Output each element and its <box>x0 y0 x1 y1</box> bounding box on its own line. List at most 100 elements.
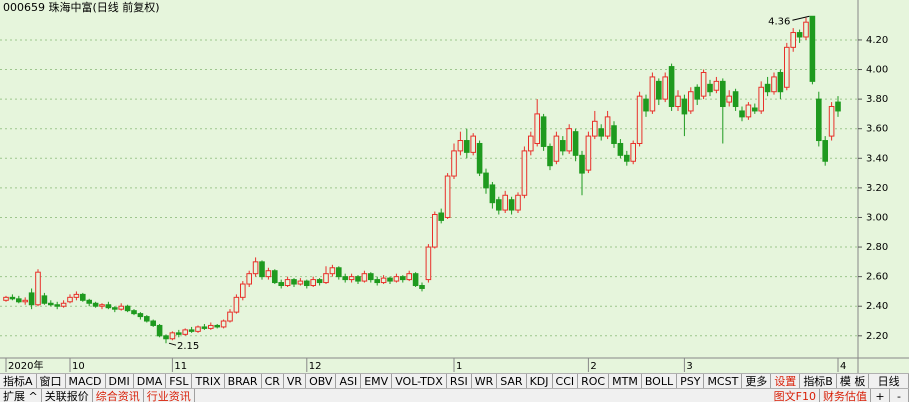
candle-body <box>579 154 585 174</box>
tab[interactable]: 模 板 <box>837 374 870 388</box>
y-tick-label: 3.00 <box>866 212 888 223</box>
candle-body <box>451 150 457 177</box>
candle-body <box>112 307 118 310</box>
candle-body <box>438 212 444 221</box>
tab[interactable]: BRAR <box>225 374 262 388</box>
candle-body <box>316 279 323 284</box>
candle-body <box>406 273 412 281</box>
tab[interactable]: CCI <box>553 374 579 388</box>
zoom-out[interactable]: - <box>890 389 909 403</box>
x-tick-label: 4 <box>840 361 846 372</box>
tab[interactable]: RSI <box>447 374 472 388</box>
zoom-in[interactable]: + <box>871 389 890 403</box>
tab[interactable]: PSY <box>677 374 705 388</box>
candle-body <box>464 140 470 153</box>
candle-body <box>387 277 393 282</box>
candle-body <box>771 76 777 93</box>
x-tick-label: 2 <box>590 361 596 372</box>
x-tick-label: 2020年 <box>8 359 43 372</box>
candle-body <box>732 91 739 108</box>
candle-body <box>598 128 605 137</box>
y-tick-label: 2.20 <box>866 331 888 342</box>
tab[interactable]: 财务估值 <box>820 389 871 403</box>
candle-body <box>432 214 438 248</box>
tab[interactable]: 关联报价 <box>42 389 93 403</box>
tab[interactable]: SAR <box>497 374 527 388</box>
candle-body <box>291 279 297 285</box>
candle-body <box>726 95 733 103</box>
candle-body <box>681 98 688 115</box>
candle-body <box>457 140 464 152</box>
y-tick-label: 3.20 <box>866 183 888 194</box>
candle-body <box>105 304 112 309</box>
candle-body <box>393 276 400 282</box>
y-tick-label: 4.00 <box>866 65 888 76</box>
candle-body <box>828 106 835 137</box>
tab[interactable]: ROC <box>578 374 610 388</box>
tab[interactable]: KDJ <box>527 374 553 388</box>
candle-body <box>150 320 156 326</box>
tab[interactable]: 指标A <box>0 374 37 388</box>
tab[interactable]: VR <box>284 374 307 388</box>
candle-body <box>252 261 259 275</box>
tab[interactable]: DMI <box>106 374 134 388</box>
candle-body <box>80 293 86 301</box>
candle-body <box>400 276 406 281</box>
candle-body <box>163 335 169 340</box>
indicator-toolbar: 指标A 窗口 MACD DMI DMA FSL TRIX BRAR CR VR … <box>0 373 909 388</box>
tab[interactable]: FSL <box>166 374 193 388</box>
candle-body <box>707 83 713 93</box>
tab[interactable]: 更多 <box>742 374 772 388</box>
candle-body <box>48 302 54 306</box>
candle-body <box>412 273 419 287</box>
tab[interactable]: MTM <box>609 374 642 388</box>
candle-body <box>259 261 265 278</box>
tab[interactable]: 行业资讯 <box>144 389 195 403</box>
candle-body <box>521 150 528 196</box>
candle-body <box>528 135 534 152</box>
tab[interactable]: OBV <box>306 374 337 388</box>
candle-body <box>835 101 841 112</box>
candle-body <box>476 142 483 174</box>
tab[interactable]: DMA <box>134 374 167 388</box>
tab[interactable]: ASI <box>336 374 362 388</box>
candle-body <box>572 131 579 156</box>
x-tick-label: 3 <box>686 361 692 372</box>
candle-body <box>60 302 67 307</box>
candle-body <box>201 326 208 329</box>
tab[interactable]: EMV <box>361 374 393 388</box>
tab[interactable]: 指标B <box>800 374 837 388</box>
candle-body <box>560 140 566 152</box>
tab[interactable]: 窗口 <box>37 374 66 388</box>
candle-body <box>700 71 707 97</box>
tab[interactable]: MCST <box>704 374 743 388</box>
tab[interactable]: 扩展 ^ <box>0 389 42 403</box>
candle-body <box>304 280 310 287</box>
candle-body <box>764 83 771 93</box>
candle-body <box>489 184 496 204</box>
candle-body <box>195 326 201 332</box>
tab[interactable]: 设置 <box>771 374 801 388</box>
period-label[interactable]: 日线 <box>869 374 909 388</box>
candle-body <box>502 194 508 211</box>
tab[interactable]: WR <box>472 374 498 388</box>
x-tick-label: 12 <box>309 361 322 372</box>
tab[interactable]: MACD <box>66 374 106 388</box>
candle-body <box>35 271 41 306</box>
candle-body <box>592 120 598 137</box>
candle-body <box>124 305 131 312</box>
tab[interactable]: BOLL <box>642 374 678 388</box>
tab[interactable]: TRIX <box>192 374 225 388</box>
tab[interactable]: 综合资讯 <box>93 389 144 403</box>
candle-body <box>99 304 105 307</box>
tab[interactable]: 图文F10 <box>771 389 820 403</box>
candle-body <box>688 91 694 112</box>
candle-body <box>233 296 240 313</box>
candle-body <box>54 304 61 307</box>
tab[interactable]: CR <box>262 374 284 388</box>
candle-body <box>348 276 355 281</box>
tab[interactable]: VOL-TDX <box>392 374 447 388</box>
candle-body <box>214 324 220 328</box>
candle-body <box>278 282 284 287</box>
